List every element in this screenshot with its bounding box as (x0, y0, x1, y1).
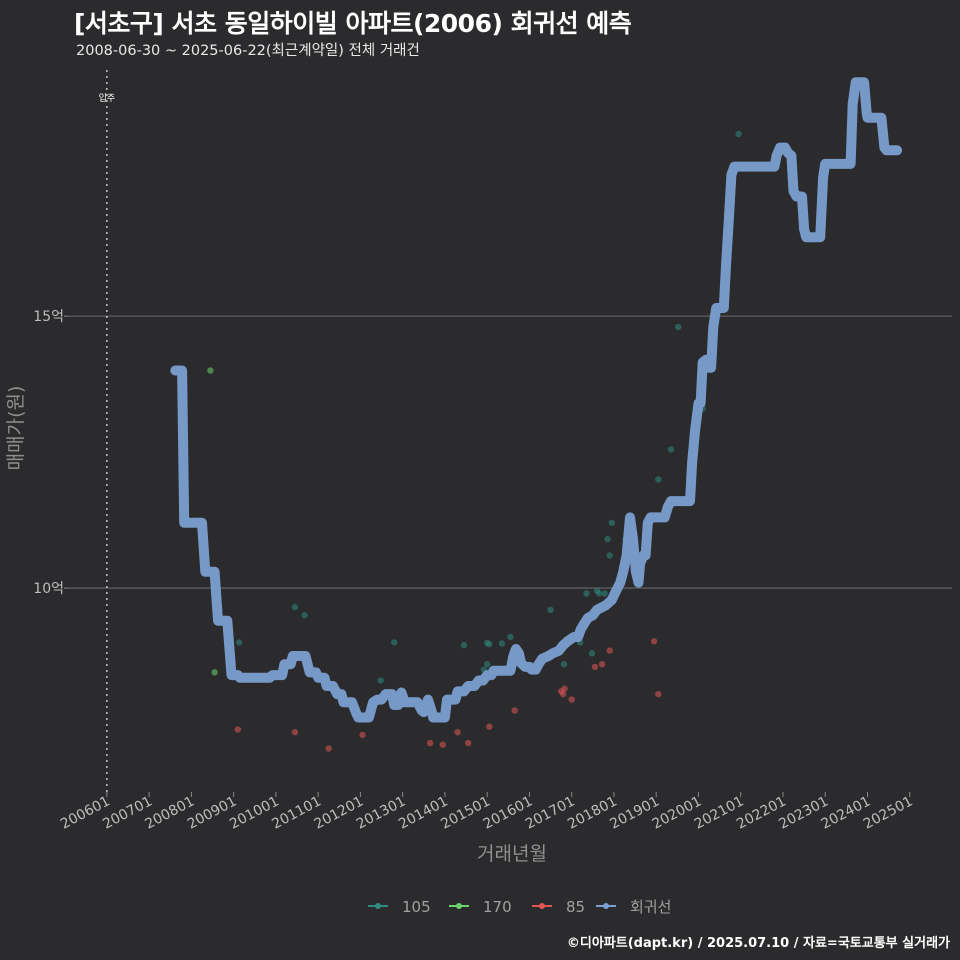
scatter-point-105 (498, 640, 506, 647)
legend-label: 170 (483, 898, 512, 916)
scatter-point-105 (735, 130, 742, 138)
scatter-point-85 (560, 690, 567, 698)
move-in-annotation: 입주 (99, 70, 116, 792)
scatter-point-85 (325, 745, 332, 752)
chart-title: [서초구] 서초 동일하이빌 아파트(2006) 회귀선 예측 (74, 9, 632, 38)
scatter-point-105 (235, 639, 243, 646)
scatter-point-105 (391, 639, 398, 646)
legend-key-dot (603, 903, 609, 909)
x-tick-label: 202501 (861, 793, 916, 832)
scatter-points (207, 130, 742, 752)
scatter-point-85 (511, 707, 518, 714)
scatter-point-85 (234, 726, 242, 733)
scatter-point-105 (486, 640, 493, 648)
scatter-point-85 (598, 661, 606, 668)
scatter-point-85 (426, 739, 434, 747)
scatter-point-105 (606, 552, 613, 559)
legend-label: 105 (402, 898, 431, 916)
scatter-point-85 (359, 731, 366, 739)
scatter-point-105 (483, 661, 491, 668)
x-axis-title: 거래년월 (477, 843, 547, 865)
scatter-point-105 (291, 603, 299, 611)
scatter-point-105 (595, 590, 603, 597)
scatter-point-105 (674, 323, 682, 331)
scatter-point-85 (561, 685, 568, 692)
x-axis-ticks: 2006012007012008012009012010012011012012… (58, 792, 916, 833)
scatter-point-85 (439, 741, 447, 748)
regression-line-path (170, 77, 903, 723)
scatter-point-105 (608, 519, 616, 527)
scatter-point-85 (606, 647, 613, 654)
scatter-point-85 (650, 638, 658, 645)
scatter-point-105 (547, 606, 554, 614)
scatter-point-105 (588, 650, 596, 657)
move-in-label: 입주 (99, 92, 116, 104)
y-tick-label: 10억 (33, 581, 64, 597)
scatter-point-170 (211, 669, 218, 676)
scatter-point-85 (486, 723, 493, 730)
scatter-point-85 (568, 696, 575, 703)
scatter-point-105 (655, 476, 662, 483)
scatter-point-105 (583, 590, 590, 597)
scatter-point-105 (604, 535, 611, 543)
source-caption: ©디아파트(dapt.kr) / 2025.07.10 / 자료=국토교통부 실… (566, 936, 950, 951)
y-tick-label: 15억 (33, 309, 64, 325)
y-axis-title: 매매가(원) (5, 386, 27, 471)
legend-label: 회귀선 (630, 898, 671, 916)
scatter-point-85 (591, 663, 599, 671)
legend-key-dot (539, 903, 545, 909)
scatter-point-170 (207, 367, 214, 374)
legend-key-dot (375, 903, 381, 909)
scatter-point-105 (601, 590, 608, 597)
scatter-point-105 (507, 633, 514, 641)
regression-line (170, 77, 903, 723)
legend-label: 85 (566, 898, 585, 916)
scatter-point-85 (655, 690, 662, 698)
legend-key-dot (456, 903, 462, 909)
scatter-point-85 (291, 728, 299, 736)
scatter-point-105 (301, 612, 308, 619)
scatter-point-85 (464, 739, 472, 747)
scatter-point-85 (454, 728, 461, 736)
scatter-point-105 (560, 661, 568, 668)
legend: 105 170 85 회귀선 (368, 898, 671, 916)
scatter-point-105 (377, 677, 384, 684)
y-axis-ticks: 10억 15억 (33, 309, 68, 597)
scatter-point-105 (460, 641, 468, 649)
chart-subtitle: 2008-06-30 ~ 2025-06-22(최근계약일) 전체 거래건 (76, 43, 420, 59)
scatter-point-105 (667, 446, 675, 453)
